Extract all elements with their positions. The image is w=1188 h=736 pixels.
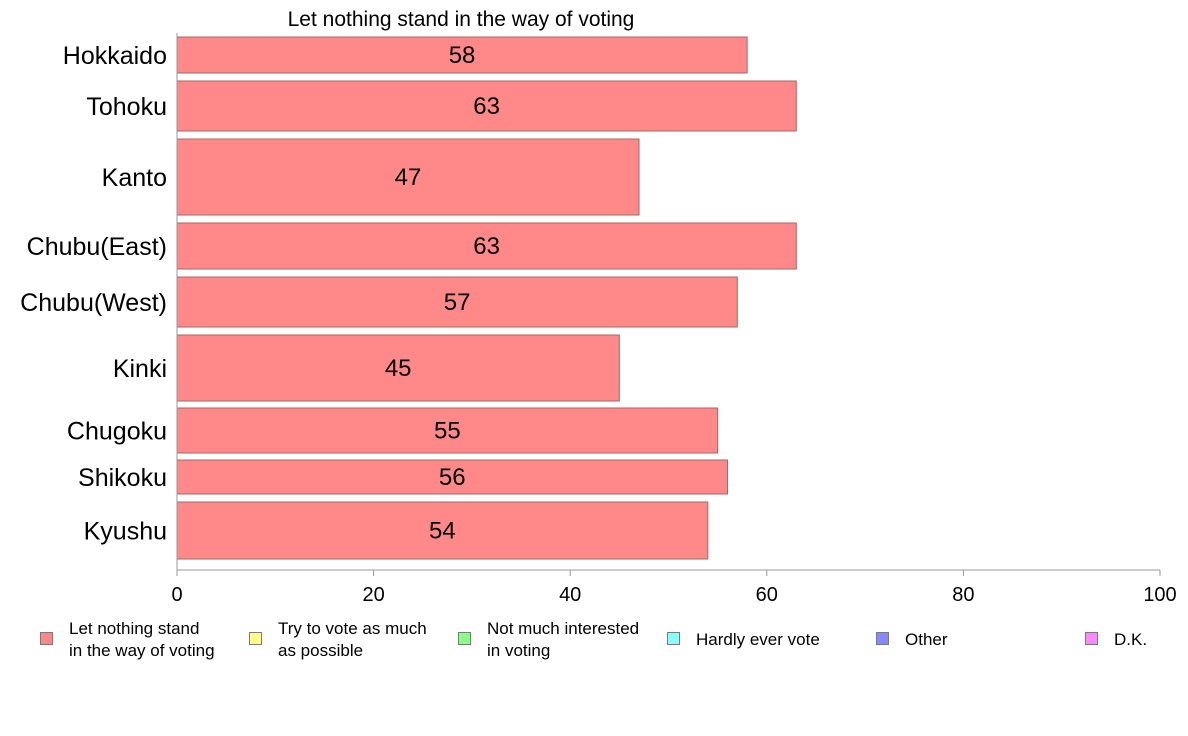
x-axis: 0 20 40 60 80 100 <box>171 33 1177 606</box>
x-tick-label: 40 <box>559 584 581 606</box>
legend-label: Try to vote as much as possible <box>278 619 427 660</box>
legend-swatch <box>458 632 471 645</box>
bar-kinki <box>176 334 620 402</box>
x-tick-label: 100 <box>1143 584 1176 606</box>
category-label: Hokkaido <box>63 42 167 70</box>
legend-item: D.K. <box>1085 618 1147 662</box>
legend: Let nothing stand in the way of voting Tr… <box>0 618 1188 678</box>
category-label: Chubu(West) <box>20 289 167 317</box>
legend-swatch <box>249 632 262 645</box>
bar-chugoku <box>176 407 719 454</box>
category-label: Kinki <box>113 355 167 383</box>
legend-item: Try to vote as much as possible <box>249 618 427 662</box>
bar-value-label: 54 <box>429 518 456 545</box>
category-label: Shikoku <box>78 464 167 492</box>
bar-value-label: 63 <box>473 233 500 260</box>
bar-value-label: 47 <box>395 164 422 191</box>
bar-kanto <box>176 138 640 216</box>
legend-item: Hardly ever vote <box>667 618 820 662</box>
legend-item: Other <box>876 618 948 662</box>
category-label: Chubu(East) <box>27 233 167 261</box>
legend-label: Not much interested in voting <box>487 619 640 660</box>
x-tick-label: 80 <box>952 584 974 606</box>
bars-group: 58 Hokkaido 63 Tohoku 47 Kanto 63 Chubu(East) 57… <box>20 36 797 560</box>
category-label: Chugoku <box>67 418 167 446</box>
legend-swatch <box>876 632 889 645</box>
x-tick-label: 20 <box>362 584 384 606</box>
bar-value-label: 57 <box>444 289 471 316</box>
legend-label: D.K. <box>1114 630 1148 649</box>
legend-item: Let nothing stand in the way of voting <box>40 618 215 662</box>
bar-value-label: 56 <box>439 464 466 491</box>
category-label: Tohoku <box>86 93 167 121</box>
bar-hokkaido <box>176 36 748 74</box>
x-tick-label: 0 <box>171 584 182 606</box>
category-label: Kanto <box>102 164 167 192</box>
bar-tohoku <box>176 80 797 132</box>
legend-swatch <box>40 632 53 645</box>
x-tick-label: 60 <box>756 584 778 606</box>
bar-value-label: 45 <box>385 355 412 382</box>
bar-value-label: 63 <box>473 93 500 120</box>
legend-label: Hardly ever vote <box>696 630 820 649</box>
legend-swatch <box>667 632 680 645</box>
legend-label: Let nothing stand in the way of voting <box>69 619 215 660</box>
bar-shikoku <box>176 459 728 495</box>
bar-value-label: 55 <box>434 418 461 445</box>
category-label: Kyushu <box>84 518 167 546</box>
legend-swatch <box>1085 632 1098 645</box>
legend-label: Other <box>905 630 948 649</box>
chart-title: Let nothing stand in the way of voting <box>288 8 635 31</box>
bar-value-label: 58 <box>449 42 476 69</box>
legend-item: Not much interested in voting <box>458 618 639 662</box>
bar-chubu-east <box>176 222 797 270</box>
bar-chubu-west <box>176 276 738 328</box>
